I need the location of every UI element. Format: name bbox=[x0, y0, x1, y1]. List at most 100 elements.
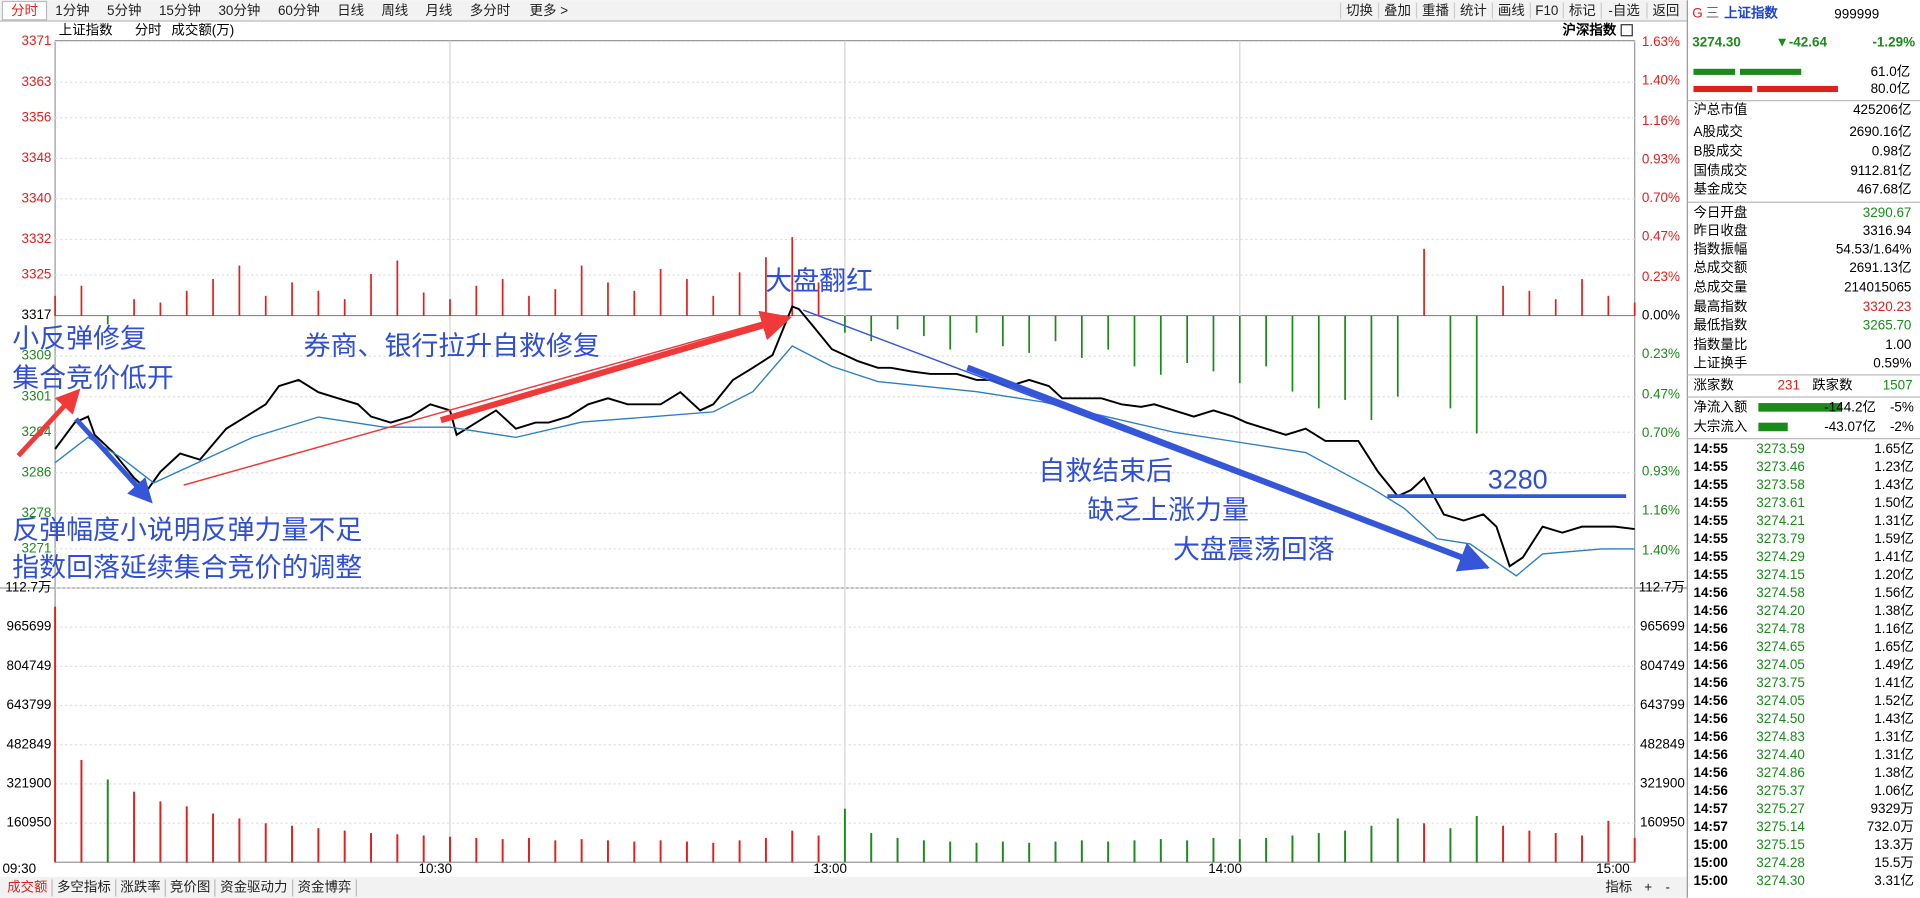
tool-button[interactable]: 统计 bbox=[1460, 3, 1487, 18]
tool-button[interactable]: 切换 bbox=[1346, 3, 1373, 18]
indicator-tool[interactable]: - bbox=[1666, 880, 1670, 895]
volume-bar bbox=[1186, 840, 1189, 863]
tool-button[interactable]: 重播 bbox=[1422, 3, 1449, 18]
trade-price: 3274.50 bbox=[1756, 711, 1805, 726]
trade-volume: 1.38亿 bbox=[1874, 603, 1914, 618]
breadth-bar bbox=[1581, 279, 1583, 316]
breadth-bar bbox=[1159, 315, 1162, 375]
volume-bar bbox=[475, 837, 478, 863]
volume-bar bbox=[80, 760, 83, 863]
tool-button[interactable]: -自选 bbox=[1608, 3, 1639, 18]
quote-name: 上证指数 bbox=[1724, 4, 1778, 20]
volume-bar bbox=[1554, 833, 1557, 863]
chart-layer: 3371 3363 3356 3348 3340 3332 3325 3317 3309 3301… bbox=[2, 33, 1684, 876]
buy-amount: 61.0亿 bbox=[1871, 64, 1911, 79]
period-tab[interactable]: 月线 bbox=[425, 3, 452, 18]
period-tab[interactable]: 30分钟 bbox=[218, 2, 260, 18]
trade-volume: 1.65亿 bbox=[1874, 639, 1914, 654]
period-tab[interactable]: 周线 bbox=[381, 3, 408, 18]
stat-value: 1.00 bbox=[1885, 337, 1911, 352]
breadth-bar bbox=[712, 295, 715, 316]
period-tab[interactable]: 日线 bbox=[337, 3, 364, 18]
breadth-bar bbox=[1370, 315, 1373, 421]
tool-button[interactable]: 画线 bbox=[1498, 3, 1525, 18]
volume-bar bbox=[396, 834, 399, 863]
tool-button[interactable]: 返回 bbox=[1652, 3, 1679, 18]
indicator-tab[interactable]: 资金驱动力 bbox=[220, 880, 287, 895]
trade-time: 14:56 bbox=[1693, 693, 1727, 708]
period-tab[interactable]: 1分钟 bbox=[55, 2, 89, 18]
volume-bar bbox=[1344, 830, 1347, 863]
flow-bar bbox=[1757, 85, 1838, 93]
indicator-tool[interactable]: 指标 bbox=[1605, 880, 1632, 895]
breadth-bar bbox=[1633, 302, 1636, 316]
indicator-tab[interactable]: 多空指标 bbox=[57, 879, 111, 895]
breadth-bar bbox=[54, 295, 56, 316]
trade-volume: 1.49亿 bbox=[1874, 657, 1914, 672]
breadth-bar bbox=[1054, 315, 1057, 342]
breadth-bar bbox=[106, 315, 109, 325]
flow-bar bbox=[1693, 85, 1753, 93]
volume-bar bbox=[791, 830, 794, 863]
stat-label: 最高指数 bbox=[1693, 298, 1747, 314]
volume-bar bbox=[712, 842, 715, 863]
y2-tick-label: 0.23% bbox=[1642, 346, 1680, 361]
trade-volume: 1.52亿 bbox=[1874, 693, 1914, 708]
y-tick-label: 3271 bbox=[21, 540, 51, 555]
flow-label: 大宗流入 bbox=[1693, 419, 1747, 434]
panel-indicator: 成交额(万) bbox=[171, 21, 234, 37]
y2-tick-label: 0.70% bbox=[1642, 190, 1680, 205]
trade-volume: 1.06亿 bbox=[1874, 783, 1914, 798]
volume-bar bbox=[212, 813, 215, 863]
tool-button[interactable]: F10 bbox=[1535, 3, 1558, 18]
volume-bar bbox=[1028, 842, 1031, 863]
trade-price: 3275.14 bbox=[1756, 819, 1805, 834]
tool-button[interactable]: 叠加 bbox=[1384, 3, 1411, 18]
indicator-tool[interactable]: + bbox=[1644, 880, 1652, 895]
flow-bar bbox=[1758, 403, 1842, 412]
breadth-bar bbox=[133, 299, 135, 316]
period-tab[interactable]: 多分时 bbox=[470, 2, 510, 18]
trade-volume: 13.3万 bbox=[1874, 837, 1914, 852]
indicator-tab[interactable]: 成交额 bbox=[7, 879, 48, 895]
trade-time: 14:56 bbox=[1693, 675, 1727, 690]
period-tab[interactable]: 更多 > bbox=[530, 2, 569, 18]
tool-button[interactable]: 标记 bbox=[1569, 3, 1596, 18]
y-tick-label: 3309 bbox=[21, 348, 51, 363]
period-tab[interactable]: 分时 bbox=[11, 3, 38, 18]
stat-value: 3265.70 bbox=[1863, 318, 1912, 333]
period-tab[interactable]: 60分钟 bbox=[278, 2, 320, 18]
stat-label: 最低指数 bbox=[1693, 318, 1747, 333]
trade-time: 14:55 bbox=[1693, 495, 1728, 510]
indicator-tab[interactable]: 资金博弈 bbox=[298, 879, 352, 895]
annotation: 大盘翻红 bbox=[765, 266, 873, 296]
period-tab[interactable]: 15分钟 bbox=[159, 2, 201, 18]
indicator-tab[interactable]: 涨跌率 bbox=[120, 879, 160, 895]
volume-bar bbox=[975, 842, 978, 863]
volume-bar bbox=[1370, 825, 1373, 863]
trade-time: 14:56 bbox=[1693, 585, 1727, 600]
down-count: 1507 bbox=[1883, 378, 1913, 393]
volume-bar bbox=[606, 840, 609, 863]
vol-tick-label-right: 160950 bbox=[1640, 815, 1685, 830]
vol-tick-label-right: 965699 bbox=[1640, 619, 1685, 634]
volume-bar bbox=[370, 833, 373, 863]
price-line bbox=[54, 345, 1635, 577]
trade-price: 3274.58 bbox=[1756, 585, 1805, 600]
volume-bar bbox=[817, 835, 820, 863]
breadth-bar bbox=[159, 302, 162, 316]
volume-bar bbox=[1291, 835, 1294, 863]
stat-label: B股成交 bbox=[1693, 143, 1742, 159]
trade-volume: 9329万 bbox=[1870, 801, 1913, 816]
stat-value: 2691.13亿 bbox=[1849, 260, 1911, 275]
volume-bar bbox=[1633, 837, 1636, 863]
panel-mode: 分时 bbox=[135, 22, 162, 37]
breadth-bar bbox=[580, 265, 583, 316]
volume-bar bbox=[896, 837, 899, 863]
breadth-bar bbox=[1186, 315, 1188, 363]
period-tab[interactable]: 5分钟 bbox=[107, 2, 141, 18]
trade-time: 14:55 bbox=[1693, 459, 1728, 474]
indicator-tab[interactable]: 竞价图 bbox=[170, 879, 210, 895]
y2-tick-label: 0.93% bbox=[1642, 464, 1680, 479]
